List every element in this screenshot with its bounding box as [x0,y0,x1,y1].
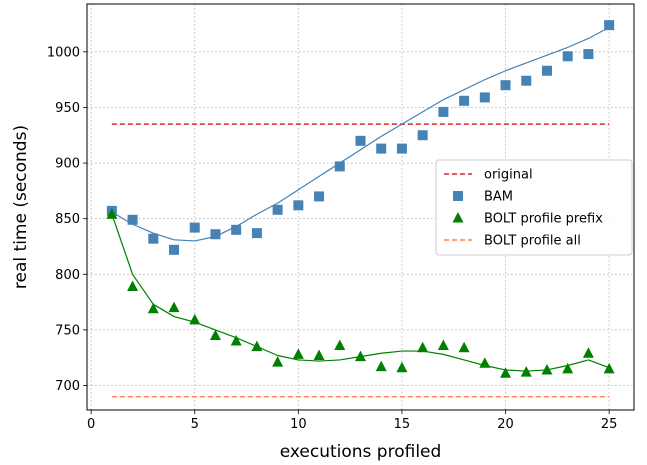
y-tick-label: 850 [55,212,80,227]
legend-label: BOLT profile prefix [484,212,603,227]
plot-frame [86,3,635,411]
plot-area [106,20,615,398]
data-point-bolt-profile-prefix [147,302,159,314]
data-point-bolt-profile-prefix [479,357,491,368]
data-point-bolt-profile-prefix [582,347,594,358]
data-point-bam [562,51,573,62]
grid [87,4,634,410]
x-tick-label: 25 [601,417,618,432]
data-point-bam [376,143,387,154]
data-point-bam [169,244,180,255]
data-point-bam [583,49,594,60]
data-point-bam [272,204,283,215]
y-axis: 700 750 800 850 900 950 1000 [47,45,87,394]
data-point-bolt-profile-prefix [375,360,387,372]
data-point-bam [417,130,428,141]
data-point-bam [438,106,449,117]
data-point-bam [314,191,325,202]
data-point-bolt-profile-prefix [417,341,429,353]
data-point-bam [521,75,532,86]
data-point-bam [231,224,242,235]
data-point-bolt-profile-prefix [209,329,221,340]
data-point-bam [189,222,200,233]
data-point-bam [210,229,221,240]
data-point-bam [355,135,366,146]
y-tick-label: 700 [55,379,80,394]
data-point-bam [293,200,304,211]
data-point-bolt-profile-prefix [127,280,139,292]
y-tick-label: 900 [55,157,80,172]
y-tick-label: 1000 [47,45,80,60]
x-tick-label: 10 [290,417,307,432]
data-point-bolt-profile-prefix [272,356,284,367]
data-point-bolt-profile-prefix [313,349,325,360]
x-tick-label: 20 [497,417,514,432]
data-point-bolt-profile-prefix [106,208,118,219]
x-tick-label: 0 [87,417,95,432]
data-point-bam [251,228,262,239]
data-point-bolt-profile-prefix [520,366,532,377]
data-point-bolt-profile-prefix [168,301,180,313]
data-point-bolt-profile-prefix [292,348,304,359]
data-point-bam [479,92,490,103]
legend-swatch [453,191,463,201]
x-axis-title: executions profiled [280,442,442,462]
fit-line-bam [111,26,610,242]
y-axis-title: real time (seconds) [11,125,31,289]
data-point-bam [500,80,511,91]
legend-label: original [484,168,533,183]
y-tick-label: 750 [55,323,80,338]
data-point-bolt-profile-prefix [230,335,242,346]
legend-label: BAM [484,190,513,205]
data-point-bam [396,143,407,154]
data-point-bolt-profile-prefix [355,350,366,362]
data-point-bam [127,214,138,225]
data-point-bolt-profile-prefix [396,361,408,373]
data-point-bolt-profile-prefix [603,362,615,374]
legend: original BAM BOLT profile prefix BOLT profi… [435,159,633,256]
data-point-bolt-profile-prefix [189,313,201,325]
data-point-bam [148,233,159,244]
y-tick-label: 800 [55,268,80,283]
data-point-bolt-profile-prefix [562,362,574,374]
data-point-bolt-profile-prefix [500,367,512,378]
x-tick-label: 5 [191,417,199,432]
data-point-bolt-profile-prefix [251,340,263,352]
data-point-bam [541,65,552,76]
x-tick-label: 15 [394,417,411,432]
data-point-bolt-profile-prefix [541,363,553,375]
data-point-bolt-profile-prefix [437,339,449,350]
legend-label: BOLT profile all [484,234,581,249]
y-tick-label: 950 [55,101,80,116]
data-point-bolt-profile-prefix [334,339,346,350]
data-point-bolt-profile-prefix [458,341,470,353]
data-point-bam [459,95,470,106]
data-point-bam [334,161,345,172]
legend-box [435,159,633,256]
data-point-bam [604,20,615,31]
legend-swatch [452,212,464,223]
x-axis: 0 5 10 15 20 25 [87,410,617,432]
